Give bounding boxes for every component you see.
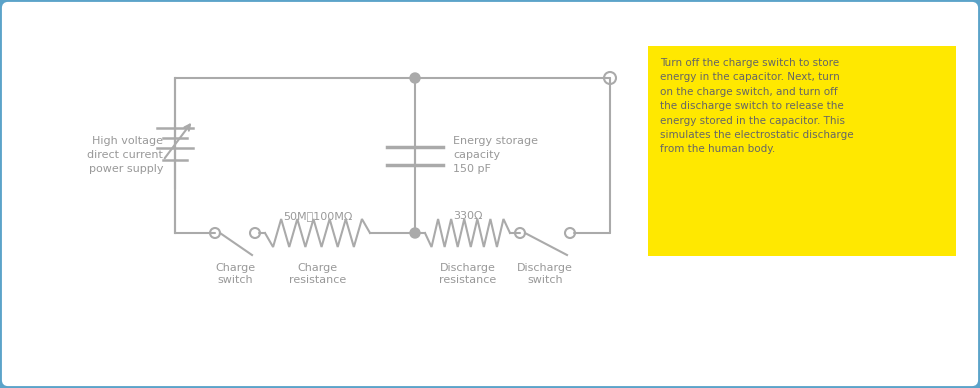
Text: Turn off the charge switch to store
energy in the capacitor. Next, turn
on the c: Turn off the charge switch to store ener… [660, 58, 854, 154]
Text: Charge
switch: Charge switch [215, 263, 255, 285]
Circle shape [410, 73, 420, 83]
Text: Charge
resistance: Charge resistance [289, 263, 346, 285]
Text: 330Ω: 330Ω [453, 211, 482, 221]
Text: Discharge
switch: Discharge switch [517, 263, 573, 285]
Text: Energy storage
capacity
150 pF: Energy storage capacity 150 pF [453, 137, 538, 175]
Text: 50M〜100MΩ: 50M〜100MΩ [283, 211, 352, 221]
FancyBboxPatch shape [4, 4, 976, 384]
Text: High voltage
direct current
power supply: High voltage direct current power supply [87, 137, 163, 175]
Text: Discharge
resistance: Discharge resistance [439, 263, 496, 285]
FancyBboxPatch shape [648, 46, 956, 256]
Circle shape [410, 228, 420, 238]
